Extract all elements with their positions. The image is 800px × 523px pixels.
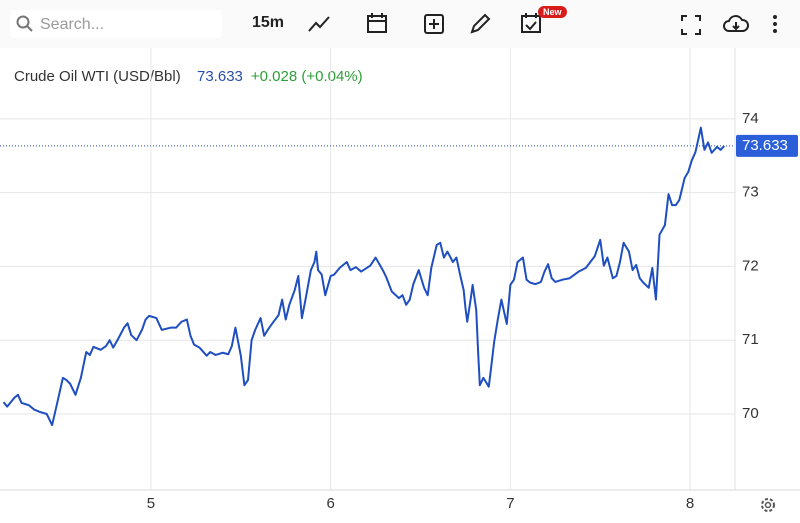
y-tick-label: 74 (742, 110, 759, 127)
add-button[interactable] (423, 13, 445, 35)
search-placeholder: Search... (40, 16, 105, 33)
settings-button[interactable] (761, 498, 775, 512)
download-button[interactable] (723, 13, 749, 35)
last-price-badge (736, 134, 798, 157)
y-tick-label: 73 (742, 184, 759, 201)
search-box[interactable]: Search... (10, 10, 222, 38)
x-tick-label: 5 (147, 495, 155, 512)
search-icon (16, 15, 33, 32)
header-change: +0.028 (+0.04%) (251, 68, 363, 85)
fullscreen-button[interactable] (680, 14, 702, 36)
price-line (2, 126, 725, 427)
chart-title: Crude Oil WTI (USD/Bbl) (14, 68, 181, 85)
x-tick-label: 8 (686, 495, 694, 512)
y-tick-label: 72 (742, 257, 759, 274)
interval-button[interactable]: 15m (252, 14, 285, 31)
y-tick-label: 70 (742, 405, 759, 422)
draw-button[interactable] (469, 13, 491, 35)
menu-button[interactable] (770, 14, 780, 36)
x-tick-label: 7 (506, 495, 514, 512)
calendar-button[interactable] (366, 12, 388, 34)
last-price-label: 73.633 (742, 137, 788, 154)
indicator-button[interactable] (308, 14, 330, 34)
header-price: 73.633 (197, 68, 243, 85)
events-button[interactable] (520, 12, 542, 34)
x-tick-label: 6 (326, 495, 334, 512)
new-badge: New (538, 6, 567, 18)
toolbar: Search... 15m New (0, 0, 800, 48)
y-tick-label: 71 (742, 331, 759, 348)
